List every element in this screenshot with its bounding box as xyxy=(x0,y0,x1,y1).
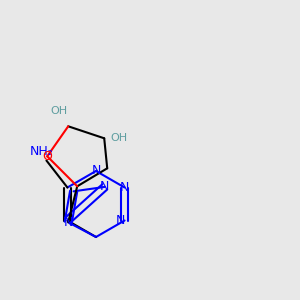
Text: O: O xyxy=(42,150,52,163)
Text: N: N xyxy=(120,181,129,194)
Text: OH: OH xyxy=(51,106,68,116)
Text: NH₂: NH₂ xyxy=(30,145,54,158)
Text: OH: OH xyxy=(111,133,128,143)
Text: N: N xyxy=(116,214,125,227)
Text: N: N xyxy=(91,164,101,178)
Text: N: N xyxy=(64,216,73,229)
Text: N: N xyxy=(100,180,110,194)
